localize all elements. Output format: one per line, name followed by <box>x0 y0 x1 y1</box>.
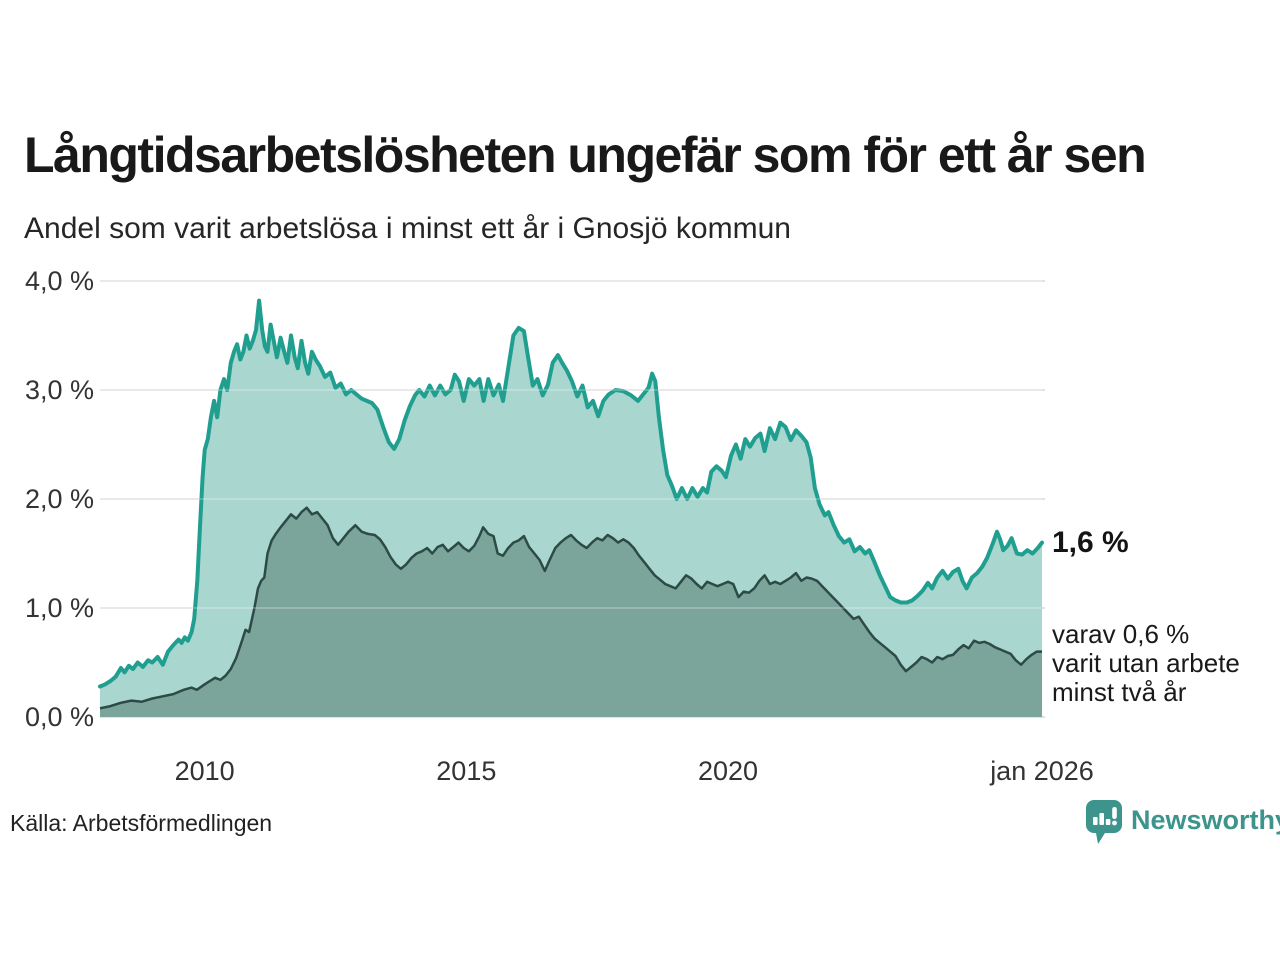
page-title: Långtidsarbetslösheten ungefär som för e… <box>24 127 1147 183</box>
page-subtitle: Andel som varit arbetslösa i minst ett å… <box>24 212 791 245</box>
y-axis-tick-label: 1,0 % <box>25 593 94 623</box>
y-axis-tick-label: 3,0 % <box>25 375 94 405</box>
newsworthy-logo-icon <box>1086 800 1122 844</box>
end-value-label: 1,6 % <box>1052 526 1129 559</box>
secondary-annotation-line: varit utan arbete <box>1052 648 1240 678</box>
x-axis-tick-label: 2010 <box>175 756 235 786</box>
area-minst-tva-ar <box>100 507 1042 717</box>
line-minst-ett-ar <box>98 298 1044 689</box>
y-axis-tick-label: 0,0 % <box>25 702 94 732</box>
newsworthy-wordmark: Newsworthy <box>1131 805 1280 835</box>
line-minst-tva-ar <box>99 506 1042 710</box>
source-note: Källa: Arbetsförmedlingen <box>10 810 273 836</box>
secondary-annotation: varav 0,6 % varit utan arbete minst två … <box>1052 620 1240 707</box>
y-axis-tick-label: 2,0 % <box>25 484 94 514</box>
x-axis-tick-label: 2020 <box>698 756 758 786</box>
y-axis-tick-label: 4,0 % <box>25 266 94 296</box>
secondary-annotation-line: minst två år <box>1052 677 1187 707</box>
newsworthy-logo: Newsworthy <box>1086 800 1280 846</box>
x-axis-tick-label: jan 2026 <box>989 756 1094 786</box>
x-axis-tick-label: 2015 <box>436 756 496 786</box>
secondary-annotation-line: varav 0,6 % <box>1052 619 1190 649</box>
